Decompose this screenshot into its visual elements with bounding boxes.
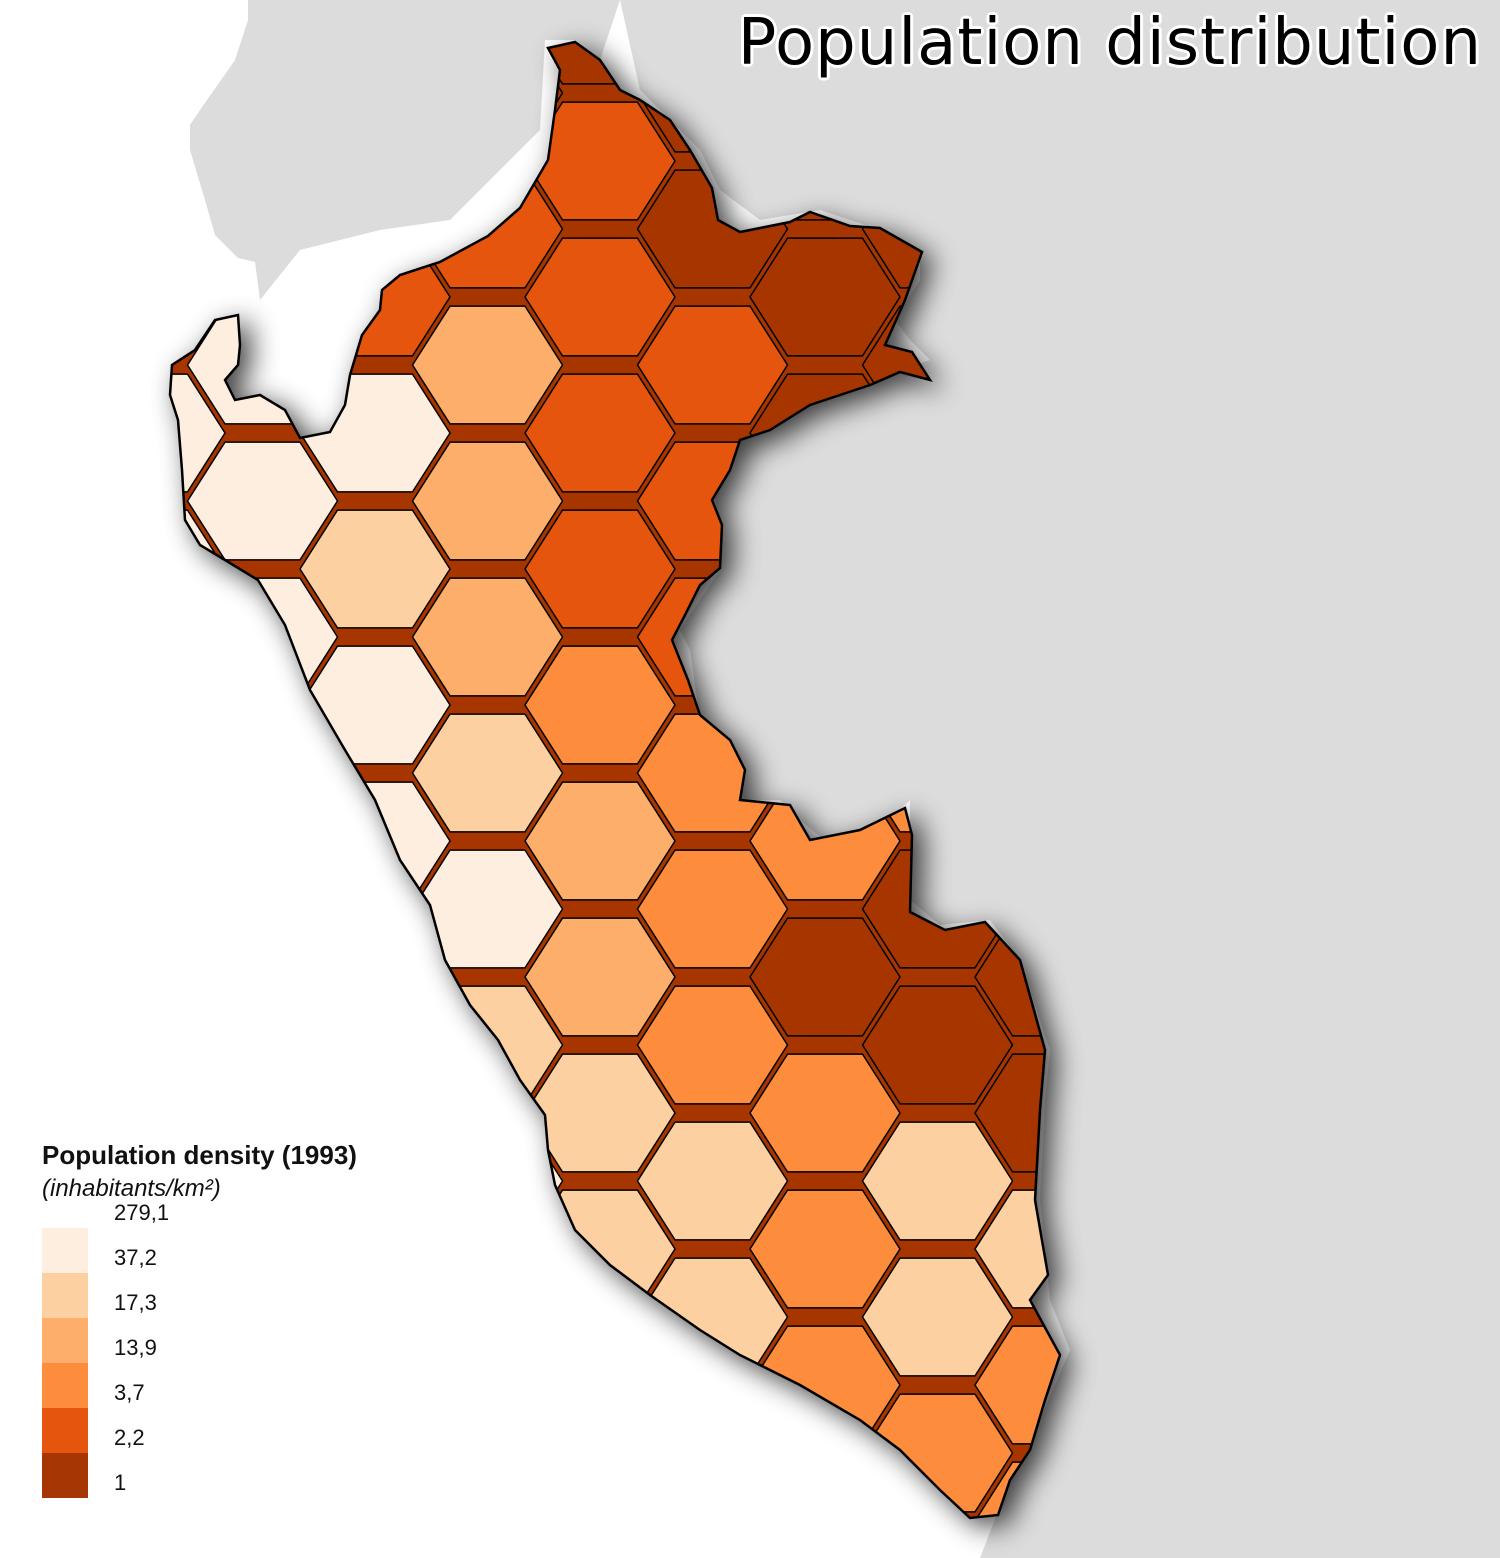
- hex-cell-class-5: [186, 441, 339, 561]
- hex-cell-class-5: [411, 1257, 564, 1377]
- legend-break-2: 17,3: [114, 1290, 157, 1315]
- legend-swatch-class-1: [42, 1408, 88, 1453]
- hex-cell-class-3: [411, 305, 564, 425]
- legend-break-3: 13,9: [114, 1335, 157, 1360]
- hex-cell-class-5: [188, 1530, 338, 1558]
- hex-cell-class-5: [170, 781, 226, 901]
- hex-cell-class-5: [524, 1461, 676, 1518]
- legend-break-0: 279,1: [114, 1200, 170, 1225]
- legend-swatch-class-5: [42, 1228, 88, 1273]
- hex-cell-class-5: [170, 373, 226, 493]
- legend-scale: 279,1 37,2 17,3 13,9 3,7 2,2 1: [42, 1200, 357, 1513]
- hex-cell-class-4: [299, 509, 451, 629]
- hex-cell-class-1: [524, 373, 676, 493]
- hex-cell-class-2: [636, 849, 789, 969]
- hex-cell-class-4: [524, 1325, 676, 1445]
- hex-cell-class-4: [638, 1530, 788, 1558]
- legend-swatch-class-0: [42, 1453, 88, 1498]
- hex-cell-class-0: [861, 985, 1014, 1105]
- peru-border: [168, 40, 1062, 1520]
- hex-cell-class-2: [749, 1189, 901, 1309]
- hex-cell-class-5: [411, 1121, 564, 1241]
- hex-cell-class-1: [524, 237, 676, 357]
- hex-cell-class-5: [170, 917, 226, 1037]
- hex-cell-class-5: [186, 713, 339, 833]
- hex-cell-class-5: [186, 985, 339, 1105]
- hex-cell-class-1: [524, 509, 676, 629]
- hex-cell-class-1: [636, 305, 789, 425]
- legend-break-1: 37,2: [114, 1245, 157, 1270]
- hex-cell-class-4: [749, 1461, 901, 1518]
- hex-cell-class-4: [861, 1257, 1014, 1377]
- hex-cell-class-5: [170, 645, 226, 765]
- hex-cell-class-2: [749, 1053, 901, 1173]
- legend-swatch-class-3: [42, 1318, 88, 1363]
- hex-cell-class-4: [636, 1121, 789, 1241]
- legend-swatch-class-2: [42, 1363, 88, 1408]
- hex-cell-class-3: [524, 781, 676, 901]
- hex-cell-class-0: [170, 42, 226, 85]
- hex-cell-class-5: [413, 1530, 563, 1558]
- hex-cell-class-3: [411, 577, 564, 697]
- map-title: Population distribution: [737, 6, 1482, 80]
- legend-break-6: 1: [114, 1470, 127, 1495]
- hex-cell-class-5: [186, 849, 339, 969]
- hex-cell-class-2: [636, 985, 789, 1105]
- legend-break-5: 2,2: [114, 1425, 145, 1450]
- hex-cell-class-3: [411, 441, 564, 561]
- hex-cell-class-3: [524, 917, 676, 1037]
- hex-cell-class-4: [861, 1121, 1014, 1241]
- hex-cell-class-4: [411, 713, 564, 833]
- legend-subtitle: (inhabitants/km²): [42, 1175, 221, 1202]
- legend-break-4: 3,7: [114, 1380, 145, 1405]
- hex-cell-class-0: [749, 237, 901, 357]
- hex-cell-class-2: [524, 645, 676, 765]
- hex-cell-class-5: [299, 917, 451, 1037]
- hex-cell-class-0: [749, 917, 901, 1037]
- hex-cell-class-4: [636, 1393, 789, 1513]
- neighbor-land-ecuador: [190, 0, 620, 300]
- legend-swatch-class-4: [42, 1273, 88, 1318]
- legend-title: Population density (1993): [42, 1140, 357, 1170]
- legend: Population density (1993) (inhabitants/k…: [42, 1140, 357, 1513]
- hex-cell-class-5: [411, 1393, 564, 1513]
